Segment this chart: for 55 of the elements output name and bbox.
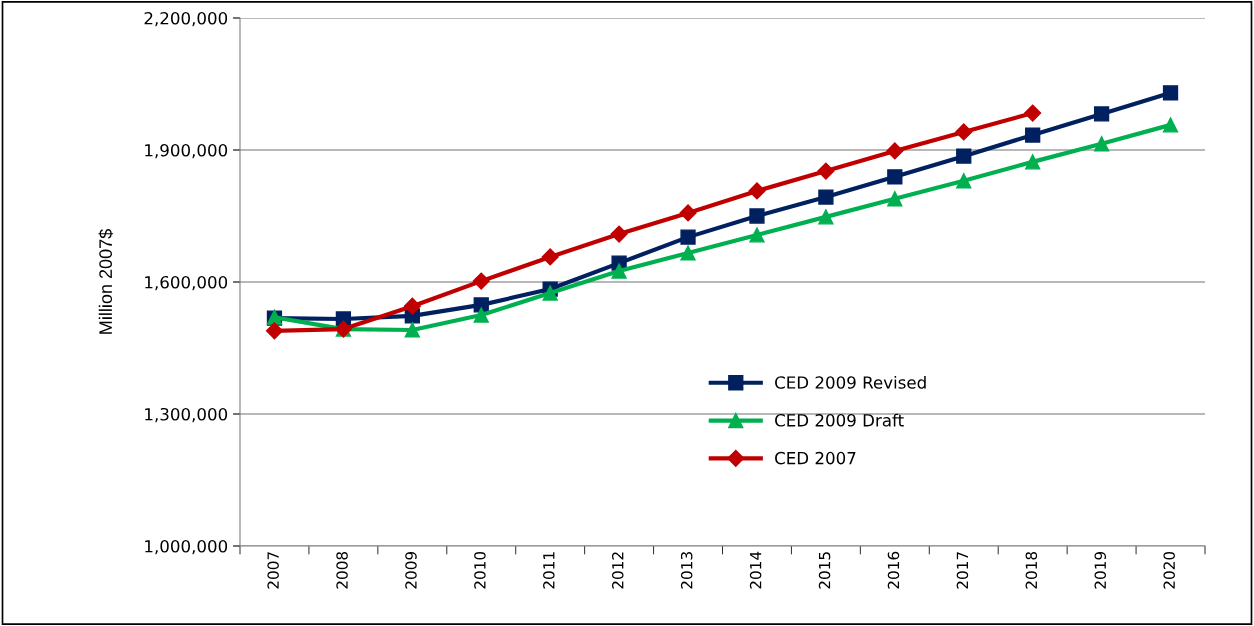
point [749,227,765,243]
point [473,307,489,323]
point [818,209,834,225]
y-axis-title: Million 2007$ [98,229,114,334]
x-tick-label: 2012 [611,552,624,589]
x-tick-label: 2017 [956,552,969,589]
point [679,204,697,222]
point [1162,117,1179,133]
x-tick-label: 2020 [1163,551,1175,589]
point [541,248,559,266]
point [473,297,489,313]
point [680,245,696,261]
point [265,322,284,340]
x-tick-label: 2011 [543,552,555,589]
y-tick-label: 1,300,000 [145,407,228,423]
x-tick-label: 2008 [336,551,348,589]
point [956,173,972,189]
point [403,297,421,315]
x-tick-label: 2018 [1025,551,1038,589]
point [404,322,420,338]
point [886,142,904,160]
x-tick-label: 2010 [474,551,486,589]
point [680,229,696,245]
point [1093,136,1110,152]
x-tick-label: 2009 [405,551,417,589]
point [955,123,973,141]
point [472,272,490,290]
point [818,189,834,205]
point [887,191,903,207]
point [611,263,627,279]
x-tick-label: 2013 [680,552,693,589]
x-tick-label: 2016 [887,551,900,589]
y-tick-label: 1,000,000 [145,539,228,555]
point [887,169,903,185]
point [1162,85,1179,101]
point [748,182,766,200]
point [1093,106,1110,122]
y-tick-label: 1,900,000 [145,143,228,159]
point [817,162,835,180]
point [749,208,765,224]
x-tick-label: 2015 [818,552,831,589]
y-tick-label: 1,600,000 [145,275,228,291]
point [1025,154,1041,170]
legend-label: CED 2009 Revised [775,375,926,389]
x-tick-label: 2007 [267,552,279,589]
point [1024,104,1042,122]
x-tick-label: 2014 [749,551,762,589]
x-tick-label: 2019 [1094,551,1107,589]
y-tick-label: 2,200,000 [144,11,228,27]
point [956,148,972,164]
point [1025,127,1041,143]
legend-label: CED 2007 [775,451,856,465]
point [542,285,558,301]
legend-label: CED 2009 Draft [775,413,904,427]
point [610,225,628,243]
